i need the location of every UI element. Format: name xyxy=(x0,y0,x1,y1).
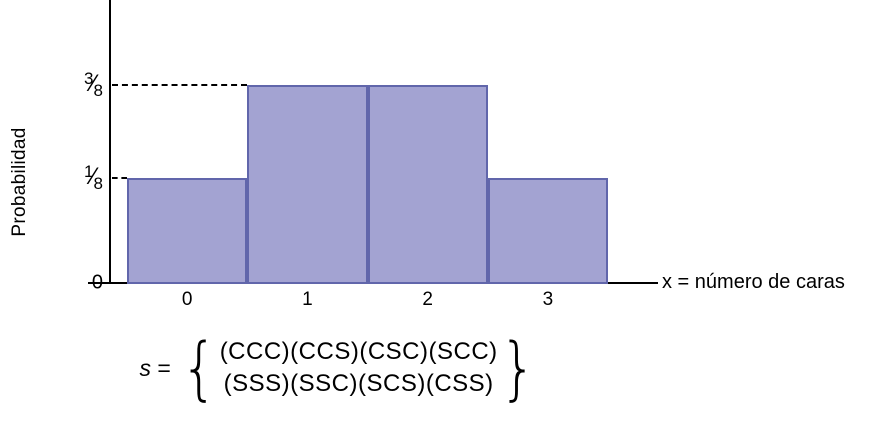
y-axis-line xyxy=(109,0,111,284)
sample-space-variable: s xyxy=(139,354,151,381)
bar-x0 xyxy=(127,178,248,284)
x-tick-label: 2 xyxy=(422,289,433,310)
bar-x2 xyxy=(367,85,488,284)
bar-x1 xyxy=(247,85,368,284)
y-tick-label: 1⁄8 xyxy=(84,162,103,193)
x-tick-label: 1 xyxy=(302,289,313,310)
equals-sign: = xyxy=(157,354,171,381)
x-axis-title: x = número de caras xyxy=(662,271,845,294)
left-brace: { xyxy=(180,328,218,409)
right-brace: } xyxy=(499,328,537,409)
y-tick-label: 3⁄8 xyxy=(84,69,103,100)
sample-space: s = { (CCC)(CCS)(CSC)(SCC) (SSS)(SSC)(SC… xyxy=(0,328,676,409)
dashed-guide-line xyxy=(112,84,248,86)
sample-space-prefix: s = xyxy=(139,355,170,382)
bar-x3 xyxy=(487,178,608,284)
sample-space-lines: (CCC)(CCS)(CSC)(SCC) (SSS)(SSC)(SCS)(CSS… xyxy=(220,336,498,401)
dashed-guide-line xyxy=(112,177,127,179)
sample-space-line: (SSS)(SSC)(SCS)(CSS) xyxy=(223,370,494,398)
sample-space-line: (CCC)(CCS)(CSC)(SCC) xyxy=(219,338,498,365)
x-tick-label: 0 xyxy=(181,289,193,310)
y-tick-label: 0 xyxy=(91,271,103,294)
x-tick-label: 3 xyxy=(542,289,554,310)
